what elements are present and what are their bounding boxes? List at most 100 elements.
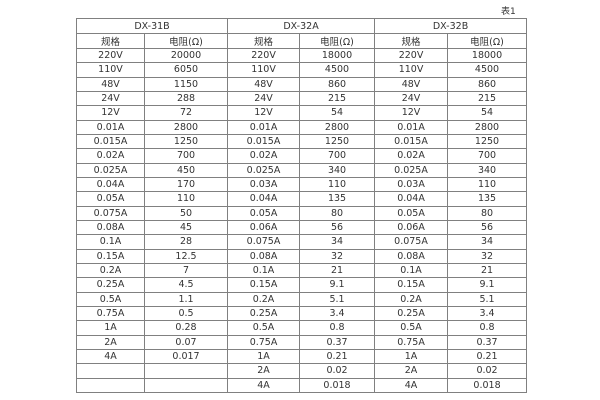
- spec-cell: 110: [447, 176, 528, 193]
- spec-cell: [76, 363, 145, 379]
- column-header-spec: 规格: [227, 33, 301, 49]
- column-header-resistance: 电阻(Ω): [143, 33, 229, 49]
- table-row: 0.5A 1.1 0.2A 5.1 0.2A 5.1: [76, 291, 528, 307]
- spec-cell: 0.25A: [227, 305, 301, 322]
- spec-cell: 0.1A: [76, 234, 145, 250]
- spec-cell: 56: [299, 219, 376, 236]
- spec-cell: 0.08A: [227, 248, 301, 264]
- spec-cell: 28: [143, 234, 229, 250]
- spec-cell: 0.01A: [227, 119, 301, 135]
- table-row: 0.05A 110 0.04A 135 0.04A 135: [76, 191, 528, 207]
- spec-cell: 0.06A: [374, 219, 449, 236]
- spec-cell: 1250: [447, 133, 528, 150]
- spec-cell: 12.5: [143, 248, 229, 264]
- spec-cell: 1A: [76, 320, 145, 336]
- spec-cell: 0.025A: [76, 162, 145, 178]
- table-row: 4A 0.018 4A 0.018: [76, 377, 528, 394]
- spec-cell: 0.05A: [76, 191, 145, 207]
- table-row: 24V 288 24V 215 24V 215: [76, 90, 528, 107]
- spec-cell: 0.25A: [374, 305, 449, 322]
- table-header: DX-31B DX-32A DX-32B 规格 电阻(Ω) 规格 电阻(Ω) 规…: [75, 18, 528, 49]
- spec-cell: 220V: [76, 47, 145, 64]
- spec-cell: 48V: [227, 76, 301, 92]
- spec-cell: 110V: [374, 62, 449, 78]
- spec-cell: 1.1: [143, 291, 229, 307]
- table-body: 220V 20000 220V 18000 220V 18000 110V 6050 110V 4…: [76, 47, 528, 394]
- spec-cell: 4A: [374, 377, 449, 394]
- spec-cell: 0.03A: [374, 176, 449, 193]
- spec-cell: 700: [447, 148, 528, 164]
- spec-cell: 700: [143, 148, 229, 164]
- spec-cell: 220V: [227, 47, 301, 64]
- spec-cell: 0.015A: [227, 133, 301, 150]
- spec-cell: 0.015A: [76, 133, 145, 150]
- spec-cell: 0.1A: [374, 262, 449, 279]
- spec-cell: 5.1: [299, 291, 376, 307]
- spec-cell: 135: [447, 191, 528, 207]
- spec-cell: 0.07: [143, 334, 229, 350]
- spec-cell: 48V: [76, 76, 145, 92]
- spec-cell: 215: [447, 90, 528, 107]
- spec-cell: 0.75A: [76, 305, 145, 322]
- spec-cell: 50: [143, 205, 229, 221]
- spec-cell: 5.1: [447, 291, 528, 307]
- spec-cell: 0.05A: [374, 205, 449, 221]
- spec-cell: 0.02A: [76, 148, 145, 164]
- spec-cell: 0.075A: [76, 205, 145, 221]
- spec-cell: 340: [299, 162, 376, 178]
- spec-cell: 18000: [447, 47, 528, 64]
- spec-cell: 0.04A: [76, 176, 145, 193]
- spec-cell: 0.05A: [227, 205, 301, 221]
- table-row: 0.1A 28 0.075A 34 0.075A 34: [76, 234, 528, 250]
- spec-cell: 340: [447, 162, 528, 178]
- spec-cell: 3.4: [447, 305, 528, 322]
- spec-cell: 0.015A: [374, 133, 449, 150]
- table-row: 2A 0.07 0.75A 0.37 0.75A 0.37: [76, 334, 528, 350]
- spec-cell: 110: [299, 176, 376, 193]
- spec-cell: 0.15A: [374, 277, 449, 293]
- spec-cell: 32: [447, 248, 528, 264]
- spec-cell: 9.1: [299, 277, 376, 293]
- spec-cell: 0.017: [143, 348, 229, 365]
- spec-cell: 4500: [299, 62, 376, 78]
- table-row: 0.2A 7 0.1A 21 0.1A 21: [76, 262, 528, 279]
- spec-cell: 2A: [227, 363, 301, 379]
- table-row: 0.075A 50 0.05A 80 0.05A 80: [76, 205, 528, 221]
- spec-cell: 0.8: [299, 320, 376, 336]
- spec-cell: 0.02A: [227, 148, 301, 164]
- spec-cell: 450: [143, 162, 229, 178]
- spec-cell: 80: [299, 205, 376, 221]
- spec-cell: 12V: [374, 105, 449, 121]
- spec-cell: 0.25A: [76, 277, 145, 293]
- spec-cell: 0.75A: [374, 334, 449, 350]
- spec-cell: 1250: [299, 133, 376, 150]
- group-header-dx32a: DX-32A: [227, 18, 376, 34]
- spec-cell: 48V: [374, 76, 449, 92]
- spec-cell: 860: [299, 76, 376, 92]
- spec-cell: 0.01A: [374, 119, 449, 135]
- spec-cell: 860: [447, 76, 528, 92]
- spec-cell: 24V: [76, 90, 145, 107]
- table-row: 2A 0.02 2A 0.02: [76, 363, 528, 379]
- spec-cell: 7: [143, 262, 229, 279]
- column-header-spec: 规格: [76, 33, 145, 49]
- spec-cell: 24V: [374, 90, 449, 107]
- spec-cell: 32: [299, 248, 376, 264]
- spec-cell: 0.5A: [374, 320, 449, 336]
- spec-cell: 0.2A: [227, 291, 301, 307]
- spec-cell: 0.01A: [76, 119, 145, 135]
- spec-cell: 0.2A: [374, 291, 449, 307]
- column-header-resistance: 电阻(Ω): [447, 33, 528, 49]
- spec-cell: 215: [299, 90, 376, 107]
- spec-cell: 0.025A: [374, 162, 449, 178]
- table-row: 0.25A 4.5 0.15A 9.1 0.15A 9.1: [76, 277, 528, 293]
- spec-cell: 56: [447, 219, 528, 236]
- table-row: 0.75A 0.5 0.25A 3.4 0.25A 3.4: [76, 305, 528, 322]
- table-row: 220V 20000 220V 18000 220V 18000: [76, 47, 528, 64]
- spec-cell: 170: [143, 176, 229, 193]
- spec-cell: 0.02A: [374, 148, 449, 164]
- spec-cell: 80: [447, 205, 528, 221]
- spec-cell: 2800: [447, 119, 528, 135]
- spec-cell: 2800: [299, 119, 376, 135]
- spec-cell: 24V: [227, 90, 301, 107]
